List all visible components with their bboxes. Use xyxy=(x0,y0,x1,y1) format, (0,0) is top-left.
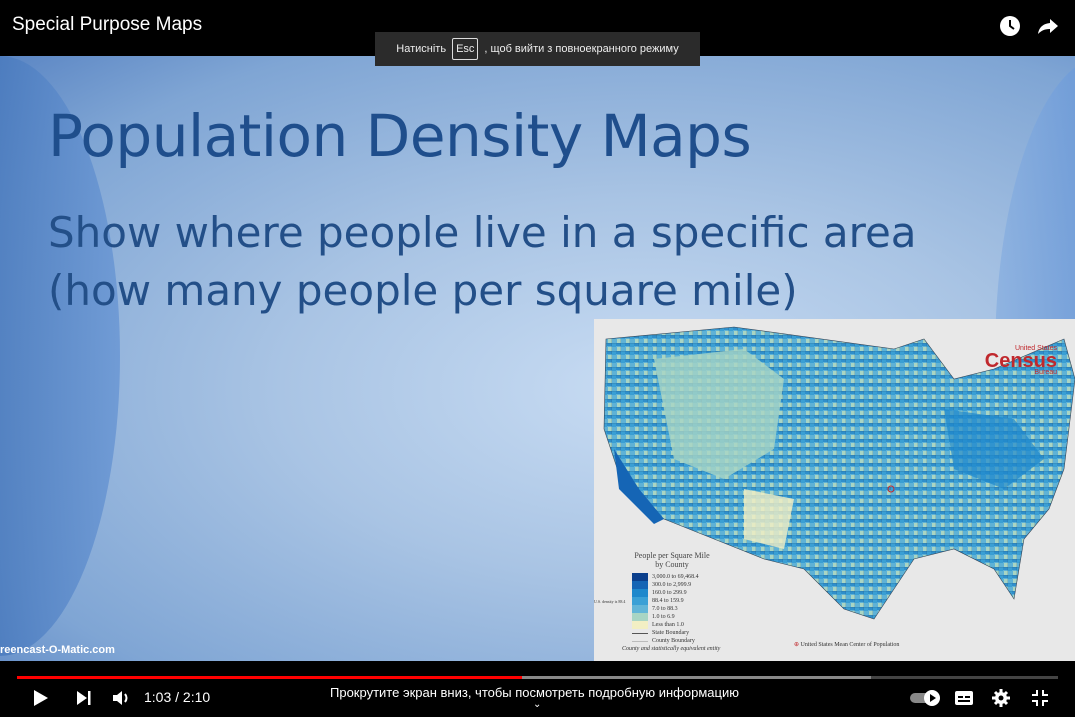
legend-item: Less than 1.0 xyxy=(632,621,722,629)
slide-subtitle: Show where people live in a specific are… xyxy=(48,204,917,320)
scroll-hint[interactable]: Прокрутите экран вниз, чтобы посмотреть … xyxy=(330,685,739,700)
legend-county-boundary: County Boundary xyxy=(632,637,722,645)
legend-label: County Boundary xyxy=(652,638,695,644)
legend-label: 3,000.0 to 69,468.4 xyxy=(652,574,699,580)
legend-item: 1.0 to 6.9 xyxy=(632,613,722,621)
us-map-image xyxy=(603,326,1075,620)
share-icon[interactable] xyxy=(1036,14,1060,38)
legend-label: Less than 1.0 xyxy=(652,622,684,628)
autoplay-toggle[interactable] xyxy=(910,690,942,706)
slide-title: Population Density Maps xyxy=(48,102,752,170)
player-controls: 1:03 / 2:10 Прокрутите экран вниз, чтобы… xyxy=(0,661,1075,717)
played-bar xyxy=(17,676,522,679)
legend-label: 1.0 to 6.9 xyxy=(652,614,675,620)
mean-center-note: ⊕ United States Mean Center of Populatio… xyxy=(794,642,900,648)
logo-main: Census xyxy=(984,350,1057,372)
watch-later-icon[interactable] xyxy=(998,14,1022,38)
legend-subtitle: by County xyxy=(655,560,689,569)
logo-top: United States xyxy=(1014,345,1057,352)
video-title[interactable]: Special Purpose Maps xyxy=(12,14,203,35)
progress-bar[interactable] xyxy=(17,676,1058,679)
settings-gear-icon[interactable] xyxy=(992,689,1010,707)
legend-label: 160.0 to 299.9 xyxy=(652,590,687,596)
notice-text-before: Натисніть xyxy=(396,43,447,55)
legend-label: 88.4 to 159.9 xyxy=(652,598,684,604)
legend-item: 7.0 to 88.3 xyxy=(632,605,722,613)
map-legend: People per Square Mile by County 3,000.0… xyxy=(594,551,722,653)
us-density-note: U.S. density is 88.4 xyxy=(594,599,626,604)
legend-label: 7.0 to 88.3 xyxy=(652,606,678,612)
legend-swatch xyxy=(632,581,648,589)
census-logo: United States Census Bureau xyxy=(985,345,1057,377)
slide-line-2: (how many people per square mile) xyxy=(48,266,798,315)
video-frame[interactable]: Population Density Maps Show where peopl… xyxy=(0,56,1075,661)
slide-line-1: Show where people live in a specific are… xyxy=(48,208,917,257)
time-display: 1:03 / 2:10 xyxy=(144,689,211,705)
next-icon[interactable] xyxy=(76,691,92,705)
legend-item: 160.0 to 299.9 xyxy=(632,589,722,597)
chevron-down-icon[interactable]: ⌄ xyxy=(533,699,542,710)
legend-swatch xyxy=(632,613,648,621)
esc-key: Esc xyxy=(452,38,479,60)
notice-text-after: , щоб вийти з повноекранного режиму xyxy=(484,43,679,55)
exit-fullscreen-icon[interactable] xyxy=(1031,689,1049,707)
legend-swatch xyxy=(632,589,648,597)
legend-item: 300.0 to 2,999.9 xyxy=(632,581,722,589)
legend-item: 88.4 to 159.9 xyxy=(632,597,722,605)
legend-swatch xyxy=(632,605,648,613)
legend-title: People per Square Mile xyxy=(634,551,710,560)
legend-swatch xyxy=(632,621,648,629)
legend-label: State Boundary xyxy=(652,630,690,636)
legend-footnote: County and statistically equivalent enti… xyxy=(622,646,721,652)
legend-item: 3,000.0 to 69,468.4 xyxy=(632,573,722,581)
watermark: reencast-O-Matic.com xyxy=(0,644,115,656)
subtitles-icon[interactable] xyxy=(955,691,973,705)
legend-swatch xyxy=(632,573,648,581)
logo-bottom: Bureau xyxy=(1034,369,1057,376)
legend-state-boundary: State Boundary xyxy=(632,629,722,637)
volume-icon[interactable] xyxy=(112,690,132,706)
mean-center-label: United States Mean Center of Population xyxy=(800,642,900,648)
census-density-map: United States Census Bureau People per S… xyxy=(594,319,1075,661)
fullscreen-exit-notice: Натисніть Esc , щоб вийти з повноекранно… xyxy=(375,32,700,66)
legend-label: 300.0 to 2,999.9 xyxy=(652,582,692,588)
legend-swatch xyxy=(632,597,648,605)
play-icon[interactable] xyxy=(33,689,49,707)
